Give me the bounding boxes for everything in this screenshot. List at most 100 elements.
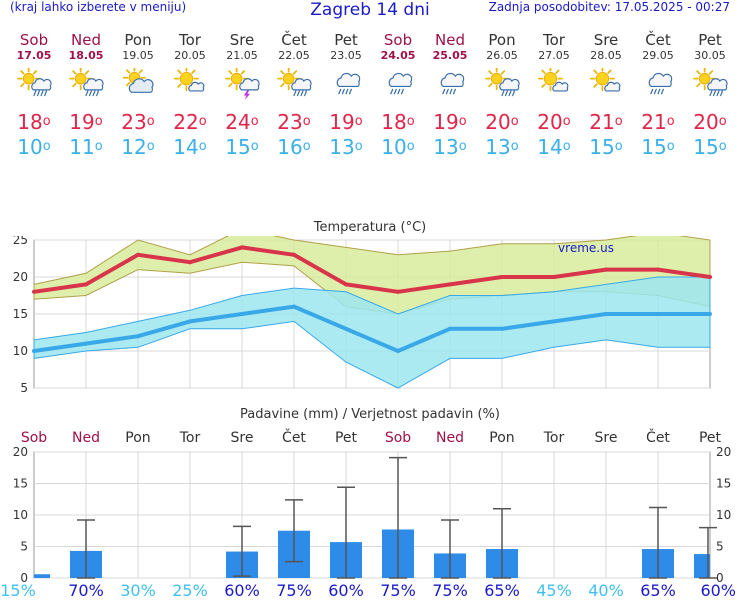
day-date: 21.05 — [226, 49, 258, 62]
day-name: Sre — [593, 31, 619, 49]
cloud-rain-icon — [440, 72, 465, 95]
precipitation-chart-title: Padavine (mm) / Verjetnost padavin (%) — [240, 407, 500, 422]
y-tick-label: 15 — [13, 307, 28, 321]
menu-hint: (kraj lahko izberete v meniju) — [10, 0, 187, 14]
y-tick-label-right: 5 — [716, 540, 724, 554]
day-name: Tor — [543, 31, 565, 49]
min-temp-point — [396, 349, 400, 353]
max-temp-point — [32, 289, 36, 294]
min-temp: 15o — [693, 135, 727, 159]
precip-probability-label: 40% — [588, 581, 624, 600]
day-column: Pon 26.05 20o 13o — [476, 32, 528, 160]
day-name: Pet — [698, 31, 722, 49]
day-column: Ned 18.05 19o 11o — [60, 32, 112, 160]
temperature-chart-title: Temperatura (°C) — [0, 220, 740, 235]
daily-forecast-strip: Sob 17.05 18o 10o Ned 18.05 19o 11o Pon 19.05 23o 1… — [8, 32, 736, 172]
max-temp-point — [344, 282, 348, 287]
day-column: Tor 20.05 22o 14o — [164, 32, 216, 160]
precipitation-chart: Sob Ned Pon Tor Sre Čet Pet Sob Ned Pon Tor Sre Čet P… — [0, 428, 736, 600]
min-temp-point — [656, 312, 660, 316]
sun-cloud-rain-icon — [17, 67, 52, 97]
min-temp: 15o — [225, 135, 259, 159]
y-tick-label-left: 5 — [20, 540, 28, 554]
max-temp-point — [396, 289, 400, 294]
min-temp-point — [448, 326, 452, 331]
day-name: Pet — [334, 31, 358, 49]
x-category-label: Sre — [231, 430, 254, 446]
y-tick-label: 5 — [20, 381, 28, 395]
day-column: Pet 23.05 19o 13o — [320, 32, 372, 160]
min-temp-point — [500, 326, 504, 331]
max-temp-point — [500, 275, 504, 279]
max-temp: 21o — [641, 110, 675, 134]
day-name: Sre — [229, 31, 255, 49]
y-tick-label-right: 0 — [716, 571, 724, 585]
x-category-label: Čet — [282, 428, 306, 446]
y-tick-label-right: 10 — [716, 508, 731, 522]
max-temp: 20o — [537, 110, 571, 134]
sun-cloud-rain-icon — [277, 67, 312, 97]
cloud-rain-icon — [388, 72, 413, 95]
day-column: Pon 19.05 23o 12o — [112, 32, 164, 160]
max-temp: 23o — [121, 110, 155, 134]
last-updated: Zadnja posodobitev: 17.05.2025 - 00:27 — [488, 0, 730, 14]
precip-probability-label: 75% — [276, 581, 312, 600]
min-temp-range-band — [33, 276, 711, 389]
max-temp-point — [604, 267, 608, 272]
min-temp-line — [33, 304, 710, 353]
day-date: 29.05 — [642, 49, 674, 62]
day-column: Sob 24.05 18o 10o — [372, 32, 424, 160]
day-column: Sre 21.05 24o 15o — [216, 32, 268, 160]
y-tick-label-right: 15 — [716, 477, 731, 491]
sun-cloud-icon — [122, 66, 154, 93]
y-tick-label: 20 — [13, 270, 28, 284]
precip-probability-label: 65% — [640, 581, 676, 600]
precip-probability-label: 75% — [432, 581, 468, 600]
x-category-label: Ned — [72, 430, 100, 446]
day-name: Pon — [488, 31, 516, 49]
min-temp: 10o — [381, 135, 415, 159]
max-temp-point — [240, 245, 244, 250]
min-temp-point — [604, 312, 608, 316]
max-temp: 18o — [381, 110, 415, 134]
max-temp-point — [136, 252, 140, 257]
precip-probability-label: 30% — [120, 581, 156, 600]
sun-thunderstorm-icon — [225, 67, 260, 100]
day-column: Sre 28.05 21o 15o — [580, 32, 632, 160]
min-temp: 13o — [433, 135, 467, 159]
day-column: Čet 22.05 23o 16o — [268, 32, 320, 160]
day-column: Ned 25.05 19o 13o — [424, 32, 476, 160]
min-temp-point — [552, 319, 556, 324]
min-temp: 14o — [537, 135, 571, 159]
page-title: Zagreb 14 dni — [310, 0, 430, 20]
day-date: 27.05 — [538, 49, 570, 62]
day-date: 24.05 — [380, 49, 416, 62]
day-date: 17.05 — [16, 49, 52, 62]
min-temp-point — [84, 341, 88, 346]
temperature-title-text: Temperatura (°C) — [313, 220, 427, 235]
day-name: Čet — [281, 31, 307, 49]
precip-probability-label: 60% — [700, 581, 736, 600]
day-name: Tor — [179, 31, 201, 49]
day-name: Pon — [124, 31, 152, 49]
min-temp-point — [708, 312, 712, 316]
y-tick-label: 10 — [13, 344, 28, 358]
min-temp-point — [292, 304, 296, 309]
min-temp-point — [136, 334, 140, 339]
x-category-label: Pet — [335, 430, 358, 446]
max-temp: 21o — [589, 110, 623, 134]
y-tick-label: 25 — [13, 236, 28, 247]
day-column: Pet 30.05 20o 15o — [684, 32, 736, 160]
max-temp: 23o — [277, 110, 311, 134]
day-date: 28.05 — [590, 49, 622, 62]
precip-probability-label: 25% — [172, 581, 208, 600]
max-temp-point — [292, 252, 296, 257]
sun-cloud-rain-icon — [485, 67, 520, 97]
x-category-label: Sob — [385, 430, 411, 446]
x-category-label: Čet — [646, 428, 670, 446]
sun-partly-cloudy-icon — [174, 66, 205, 92]
min-temp: 16o — [277, 135, 311, 159]
x-category-label: Sob — [21, 430, 47, 446]
day-date: 19.05 — [122, 49, 154, 62]
precip-probability-label: 60% — [224, 581, 260, 600]
